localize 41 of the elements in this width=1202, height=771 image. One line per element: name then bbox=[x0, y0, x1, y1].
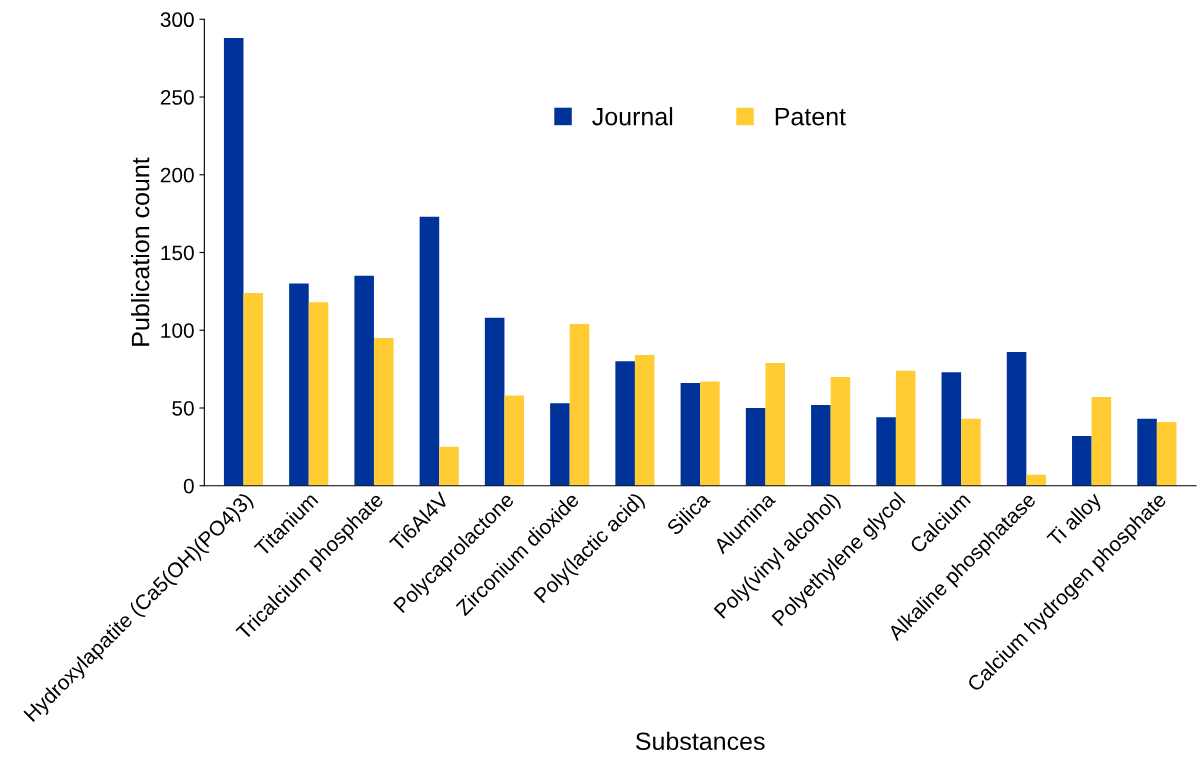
legend-label: Patent bbox=[775, 108, 846, 126]
bar bbox=[354, 275, 374, 486]
bar bbox=[243, 292, 264, 486]
bar bbox=[700, 381, 720, 486]
bar bbox=[308, 302, 329, 486]
bar bbox=[484, 317, 505, 486]
bar bbox=[941, 372, 962, 486]
bar bbox=[1006, 352, 1027, 486]
y-tick-label: 250 bbox=[160, 90, 194, 105]
bar bbox=[811, 404, 831, 486]
y-tick-label: 300 bbox=[160, 12, 194, 28]
bar bbox=[830, 376, 851, 486]
x-axis-title: Substances bbox=[635, 731, 765, 751]
bar bbox=[504, 395, 525, 486]
bar bbox=[373, 338, 394, 486]
bar bbox=[745, 407, 766, 486]
y-tick-label: 200 bbox=[160, 167, 194, 183]
bar bbox=[550, 403, 570, 486]
bar bbox=[1156, 421, 1177, 486]
y-axis-title: Publication count bbox=[131, 157, 150, 346]
bar bbox=[876, 417, 896, 486]
legend-label: Journal bbox=[592, 107, 673, 126]
bar bbox=[680, 383, 701, 486]
bar bbox=[615, 361, 635, 486]
bar bbox=[289, 283, 309, 486]
y-tick-label: 0 bbox=[183, 478, 194, 494]
bar bbox=[765, 362, 785, 486]
bar bbox=[895, 370, 916, 486]
bar bbox=[1072, 435, 1092, 486]
bar bbox=[1026, 474, 1046, 486]
bar bbox=[569, 324, 590, 486]
bar bbox=[1091, 397, 1112, 486]
y-tick-label: 50 bbox=[172, 400, 194, 416]
y-tick-label: 100 bbox=[161, 323, 194, 338]
y-tick-label: 150 bbox=[161, 245, 194, 261]
bar bbox=[223, 37, 244, 486]
bar bbox=[419, 216, 440, 486]
bar bbox=[961, 418, 981, 486]
bar bbox=[439, 446, 459, 486]
bar bbox=[1137, 418, 1157, 486]
bar bbox=[634, 355, 655, 486]
